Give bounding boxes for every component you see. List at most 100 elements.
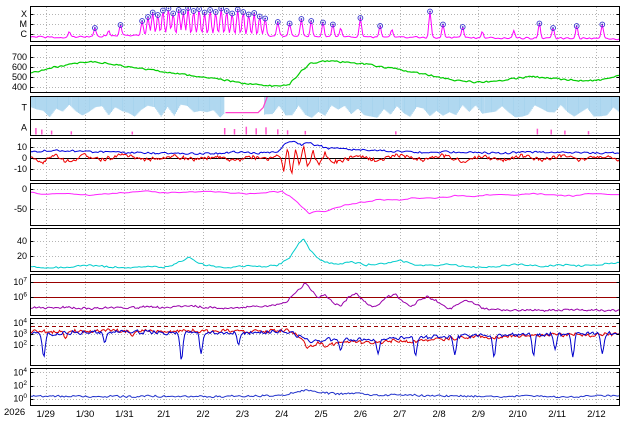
panel-electron xyxy=(31,282,619,313)
ylabels-dst: 0 -50 xyxy=(14,184,619,214)
flare-marker xyxy=(377,23,383,29)
flare-marker xyxy=(286,20,293,27)
panel-box-5 xyxy=(30,228,620,272)
flare-marker xyxy=(223,8,230,14)
flare-marker xyxy=(212,9,219,15)
flare-marker-dot xyxy=(552,27,554,29)
series-bz xyxy=(31,144,619,176)
panel-solar-wind xyxy=(31,57,619,88)
svg-text:20: 20 xyxy=(17,251,27,261)
flare-marker xyxy=(196,7,202,12)
panel-low-energy xyxy=(31,372,619,400)
flare-marker-dot xyxy=(247,13,250,16)
series-dst xyxy=(31,190,619,215)
svg-text:100: 100 xyxy=(13,393,27,404)
flare-marker-dot xyxy=(231,12,234,15)
flare-marker-dot xyxy=(310,20,313,22)
flare-marker xyxy=(145,14,151,20)
panel-box-1 xyxy=(30,45,620,93)
ylabels-temp: T xyxy=(22,103,28,113)
svg-text:2/12: 2/12 xyxy=(587,409,606,420)
flare-marker-dot xyxy=(192,10,195,12)
flare-marker-dot xyxy=(288,22,291,25)
flare-marker xyxy=(308,18,315,24)
flare-marker-dot xyxy=(601,23,604,26)
flare-marker-dot xyxy=(225,10,228,12)
x-axis-year-label: 2026 xyxy=(4,407,26,418)
flare-marker-dot xyxy=(162,9,164,12)
temp-gap-line xyxy=(225,97,268,114)
ylabels-imf: 100-10 xyxy=(14,142,619,174)
svg-text:400: 400 xyxy=(12,82,27,92)
panel-imf xyxy=(31,140,619,176)
ylabels-density: 40 20 xyxy=(17,236,619,261)
flare-marker xyxy=(427,8,433,15)
series-density xyxy=(31,238,619,269)
svg-text:2/8: 2/8 xyxy=(432,409,445,420)
series-low-flux xyxy=(31,389,619,399)
ylabels-xray-flux: XMC xyxy=(20,9,619,39)
flare-marker xyxy=(262,15,269,22)
series-xray xyxy=(31,7,619,41)
svg-text:700: 700 xyxy=(12,52,27,62)
svg-text:2/7: 2/7 xyxy=(393,409,406,420)
flare-marker-dot xyxy=(461,26,464,28)
flare-marker-dot xyxy=(119,24,122,26)
flare-marker-dot xyxy=(147,16,149,18)
svg-text:1/29: 1/29 xyxy=(36,409,55,420)
svg-text:2/3: 2/3 xyxy=(236,409,249,420)
flare-marker xyxy=(245,11,252,18)
panel-xray-flux xyxy=(31,7,619,41)
svg-text:-50: -50 xyxy=(14,204,27,214)
flare-marker-dot xyxy=(538,22,541,25)
svg-text:2/2: 2/2 xyxy=(196,409,209,420)
panel-dst xyxy=(31,189,619,215)
flare-marker xyxy=(536,20,543,27)
panel-box-0 xyxy=(30,6,620,42)
x-axis-labels: 1/29 1/30 1/31 2/1 2/2 2/3 2/4 2/5 2/6 2/7 2/8 2/9 2… xyxy=(36,409,605,420)
flare-marker xyxy=(240,9,247,15)
flare-marker-dot xyxy=(220,7,223,10)
svg-text:2/1: 2/1 xyxy=(157,409,170,420)
svg-text:104: 104 xyxy=(13,367,27,378)
series-proton-blue xyxy=(31,329,619,360)
flare-marker xyxy=(154,12,161,18)
flare-marker xyxy=(160,7,166,14)
flare-marker-dot xyxy=(253,12,256,14)
flare-marker-dot xyxy=(359,17,362,19)
flare-marker xyxy=(256,13,263,20)
panel-box-3 xyxy=(30,138,620,181)
svg-text:106: 106 xyxy=(13,291,27,302)
flare-marker xyxy=(229,10,236,17)
svg-text:104: 104 xyxy=(13,318,27,329)
flare-marker xyxy=(357,15,364,21)
flare-marker-dot xyxy=(264,17,267,20)
series-wind-speed xyxy=(31,60,619,88)
flare-marker-dot xyxy=(172,12,175,15)
flare-marker-dot xyxy=(177,9,180,11)
flare-marker xyxy=(92,25,98,31)
flare-marker xyxy=(185,7,191,11)
flare-marker xyxy=(330,21,336,28)
svg-text:40: 40 xyxy=(17,236,27,246)
ylabels-activity: A xyxy=(21,123,27,133)
flare-marker-dot xyxy=(322,21,324,24)
flare-marker-dot xyxy=(258,15,261,18)
svg-text:102: 102 xyxy=(13,340,27,351)
svg-text:1/31: 1/31 xyxy=(115,409,134,420)
flare-marker xyxy=(175,7,182,13)
flare-marker-dot xyxy=(575,25,578,27)
svg-text:500: 500 xyxy=(12,72,27,82)
flare-marker-dot xyxy=(379,25,381,27)
series-electron-flux xyxy=(31,282,619,313)
flare-marker-dot xyxy=(442,23,444,26)
flare-marker xyxy=(170,10,177,17)
flare-marker-dot xyxy=(236,8,239,11)
flare-marker-dot xyxy=(332,23,334,26)
flare-marker-dot xyxy=(94,27,96,29)
svg-text:X: X xyxy=(21,9,27,19)
flare-marker xyxy=(573,23,580,29)
